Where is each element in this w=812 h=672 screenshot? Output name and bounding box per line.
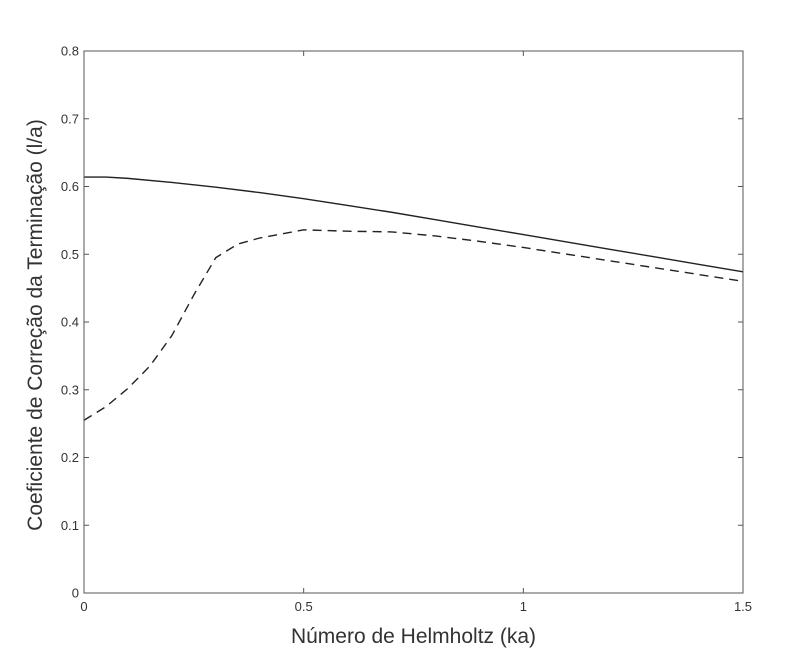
y-tick-label: 0.3 [61,382,79,397]
plot-frame [83,50,744,594]
x-tick-label: 0.5 [295,599,313,614]
y-tick-label: 0.8 [61,44,79,59]
labels-layer: 0 0.5 1 1.5 0 0.1 0.2 0.3 0.4 0.5 0.6 0.7 0.8 [61,44,752,615]
y-tick-label: 0.4 [61,315,79,330]
y-tick-label: 0 [72,586,79,601]
y-tick-label: 0.2 [61,450,79,465]
solid-series-line [84,176,744,273]
y-tick-label: 0.1 [61,518,79,533]
y-tick-label: 0.5 [61,247,79,262]
x-tick-label: 0 [80,599,87,614]
y-tick-label: 0.6 [61,179,79,194]
x-axis-title: Número de Helmholtz (ka) [291,625,536,648]
series-layer [83,176,744,421]
y-tick-label: 0.7 [61,111,79,126]
dashed-series-line [83,229,744,421]
ticks-layer [83,50,744,594]
y-axis-title: Coeficiente de Correção da Terminação (l… [24,119,47,531]
x-tick-label: 1 [520,599,527,614]
x-tick-label: 1.5 [734,599,752,614]
